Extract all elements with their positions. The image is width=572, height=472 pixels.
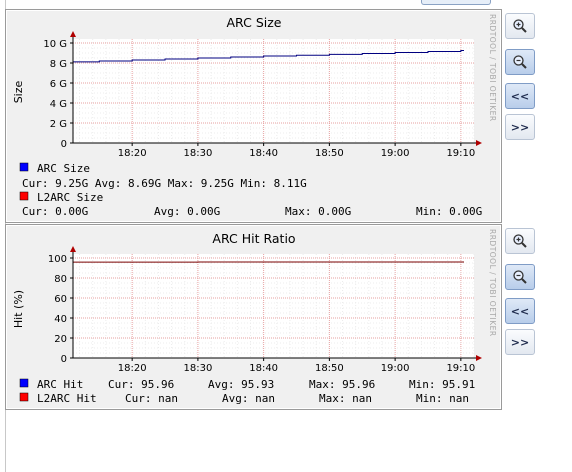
legend-min-l2arc-size: Min: 0.00G	[416, 205, 482, 218]
x-tick-label: 18:30	[183, 363, 212, 374]
legend-max-arc-hit: Max: 95.96	[309, 378, 375, 391]
plot-area	[73, 39, 474, 143]
arc-hit-ratio-chart: ARC Hit Ratio Hit (%) RRDTOOL / TOBI OET…	[12, 229, 497, 405]
pan-forward-button[interactable]: >>	[505, 329, 535, 355]
legend-name-l2arc-hit: L2ARC Hit	[37, 392, 97, 405]
pan-forward-button[interactable]: >>	[505, 114, 535, 140]
legend-cur-l2arc-hit: Cur: nan	[125, 392, 178, 405]
top-partial-button[interactable]	[421, 0, 491, 5]
y-tick-label: 60	[54, 294, 67, 305]
legend-max-l2arc-size: Max: 0.00G	[285, 205, 351, 218]
zoom-in-button[interactable]	[505, 228, 535, 254]
y-axis-label: Hit (%)	[12, 290, 25, 328]
x-tick-label: 18:50	[315, 363, 344, 374]
x-tick-label: 19:00	[381, 148, 410, 159]
x-tick-label: 19:10	[446, 148, 475, 159]
zoom-out-icon	[513, 270, 527, 284]
y-axis-label: Size	[12, 80, 25, 103]
rrdtool-watermark: RRDTOOL / TOBI OETIKER	[488, 229, 497, 337]
y-tick-label: 20	[54, 334, 67, 345]
legend-cur-arc-hit: Cur: 95.96	[108, 378, 174, 391]
zoom-out-button[interactable]	[505, 49, 535, 75]
series-line-arc-size	[73, 50, 464, 63]
zoom-in-button[interactable]	[505, 13, 535, 39]
zoom-in-icon	[513, 234, 527, 248]
y-tick-label: 6 G	[50, 79, 67, 90]
y-tick-label: 0	[61, 354, 67, 365]
y-axis-arrow	[70, 31, 76, 37]
x-axis-arrow	[476, 355, 482, 361]
legend-avg-l2arc-hit: Avg: nan	[222, 392, 275, 405]
legend-cur-l2arc-size: Cur: 0.00G	[22, 205, 88, 218]
legend-swatch-arc-hit	[19, 378, 29, 388]
y-tick-label: 80	[54, 274, 67, 285]
chart-title: ARC Hit Ratio	[212, 231, 295, 246]
y-tick-label: 100	[48, 254, 67, 265]
legend-name-arc-hit: ARC Hit	[37, 378, 83, 391]
pan-forward-label: >>	[510, 120, 530, 134]
y-tick-label: 0	[61, 139, 67, 150]
y-tick-label: 10 G	[43, 39, 67, 50]
x-axis-arrow	[476, 140, 482, 146]
x-tick-label: 18:50	[315, 148, 344, 159]
legend-max-l2arc-hit: Max: nan	[319, 392, 372, 405]
pan-back-button[interactable]: <<	[505, 83, 535, 109]
x-tick-label: 18:20	[118, 363, 147, 374]
zoom-out-button[interactable]	[505, 264, 535, 290]
y-tick-label: 40	[54, 314, 67, 325]
x-tick-label: 18:40	[249, 148, 278, 159]
arc-size-graph-panel: ARC Size Size RRDTOOL / TOBI OETIKER 0 2 …	[5, 9, 502, 223]
legend-avg-l2arc-size: Avg: 0.00G	[154, 205, 220, 218]
legend-stats-arc-size: Cur: 9.25G Avg: 8.69G Max: 9.25G Min: 8.…	[22, 177, 307, 190]
x-tick-label: 18:40	[249, 363, 278, 374]
pan-back-button[interactable]: <<	[505, 298, 535, 324]
x-tick-label: 18:20	[118, 148, 147, 159]
arc-size-chart: ARC Size Size RRDTOOL / TOBI OETIKER 0 2 …	[12, 14, 497, 218]
pan-back-label: <<	[510, 304, 530, 318]
zoom-out-icon	[513, 55, 527, 69]
legend-name-l2arc-size: L2ARC Size	[37, 191, 103, 204]
legend-swatch-l2arc-size	[19, 191, 29, 201]
zoom-in-icon	[513, 19, 527, 33]
arc-hit-ratio-graph-panel: ARC Hit Ratio Hit (%) RRDTOOL / TOBI OET…	[5, 224, 502, 410]
legend-min-arc-hit: Min: 95.91	[409, 378, 475, 391]
legend-swatch-arc-size	[19, 162, 29, 172]
pan-back-label: <<	[510, 89, 530, 103]
plot-area	[73, 254, 474, 358]
x-tick-label: 19:00	[381, 363, 410, 374]
x-tick-label: 19:10	[446, 363, 475, 374]
legend-min-l2arc-hit: Min: nan	[416, 392, 469, 405]
y-axis-arrow	[70, 246, 76, 252]
x-tick-label: 18:30	[183, 148, 212, 159]
chart-title: ARC Size	[227, 15, 282, 30]
y-tick-label: 2 G	[50, 119, 67, 130]
rrdtool-watermark: RRDTOOL / TOBI OETIKER	[488, 14, 497, 122]
y-tick-label: 8 G	[50, 59, 67, 70]
legend-name-arc-size: ARC Size	[37, 162, 90, 175]
pan-forward-label: >>	[510, 335, 530, 349]
legend-avg-arc-hit: Avg: 95.93	[208, 378, 274, 391]
legend-swatch-l2arc-hit	[19, 392, 29, 402]
y-tick-label: 4 G	[50, 99, 67, 110]
